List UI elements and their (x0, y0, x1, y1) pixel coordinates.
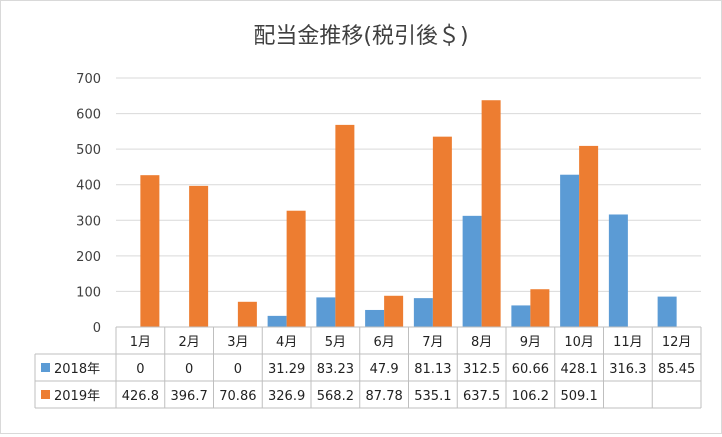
x-tick-label: 10月 (564, 335, 594, 350)
x-tick-label: 4月 (276, 335, 297, 350)
bar-2018 (413, 298, 433, 327)
data-label: 396.7 (171, 389, 208, 404)
y-tick-label: 600 (76, 108, 101, 123)
x-tick-label: 11月 (613, 335, 643, 350)
bar-2019 (481, 100, 501, 327)
data-label: 509.1 (561, 389, 598, 404)
bar-2019 (237, 301, 257, 327)
bar-2019 (189, 185, 209, 327)
y-tick-label: 400 (76, 179, 101, 194)
x-tick-label: 7月 (422, 335, 443, 350)
x-tick-label: 6月 (373, 335, 394, 350)
bar-2018 (365, 309, 385, 327)
x-tick-label: 8月 (471, 335, 492, 350)
data-label: 106.2 (512, 389, 549, 404)
data-label: 0 (185, 362, 193, 377)
y-tick-label: 0 (93, 321, 101, 336)
y-tick-label: 300 (76, 214, 101, 229)
bar-2019 (579, 145, 599, 327)
data-label: 83.23 (317, 362, 354, 377)
bar-2018 (657, 296, 677, 327)
data-label: 31.29 (268, 362, 305, 377)
data-label: 316.3 (609, 362, 646, 377)
data-label: 0 (136, 362, 144, 377)
data-label: 87.78 (366, 389, 403, 404)
data-label: 426.8 (122, 389, 159, 404)
x-tick-label: 1月 (130, 335, 151, 350)
bar-2018 (608, 214, 628, 327)
bar-2019 (140, 175, 160, 327)
x-tick-label: 3月 (227, 335, 248, 350)
bar-2018 (560, 174, 580, 327)
bar-2019 (335, 124, 355, 327)
data-label: 312.5 (463, 362, 500, 377)
x-tick-label: 12月 (662, 335, 692, 350)
data-label: 81.13 (414, 362, 451, 377)
data-label: 0 (234, 362, 242, 377)
data-label: 70.86 (219, 389, 256, 404)
bar-2019 (530, 289, 550, 327)
bar-2019 (286, 210, 306, 327)
bar-2019 (432, 136, 452, 327)
legend-label: 2018年 (54, 362, 100, 377)
x-tick-label: 9月 (520, 335, 541, 350)
bar-2018 (462, 215, 482, 327)
bar-2018 (511, 305, 531, 327)
bar-2019 (384, 295, 404, 327)
legend-swatch-2019 (41, 390, 50, 399)
y-tick-label: 500 (76, 143, 101, 158)
bar-2018 (267, 315, 287, 327)
data-label: 85.45 (658, 362, 695, 377)
data-label: 568.2 (317, 389, 354, 404)
data-label: 637.5 (463, 389, 500, 404)
y-tick-label: 200 (76, 250, 101, 265)
y-tick-label: 700 (76, 72, 101, 87)
data-table: 1月 2月 3月 4月 5月 6月 7月 8月 9月 10月 11月 12月 2018年 0 0 0 31.29… (34, 326, 702, 409)
data-label: 60.66 (512, 362, 549, 377)
data-label: 535.1 (414, 389, 451, 404)
chart-title: 配当金推移(税引後＄) (253, 24, 468, 49)
data-label: 47.9 (370, 362, 399, 377)
bars (140, 100, 677, 327)
gridlines (116, 77, 701, 328)
data-label: 428.1 (561, 362, 598, 377)
y-tick-label: 100 (76, 285, 101, 300)
legend-swatch-2018 (41, 363, 50, 372)
bar-2018 (316, 297, 336, 327)
legend-label: 2019年 (54, 389, 100, 404)
y-axis: 0 100 200 300 400 500 600 700 (76, 72, 101, 336)
data-label: 326.9 (268, 389, 305, 404)
x-tick-label: 2月 (178, 335, 199, 350)
x-tick-label: 5月 (325, 335, 346, 350)
